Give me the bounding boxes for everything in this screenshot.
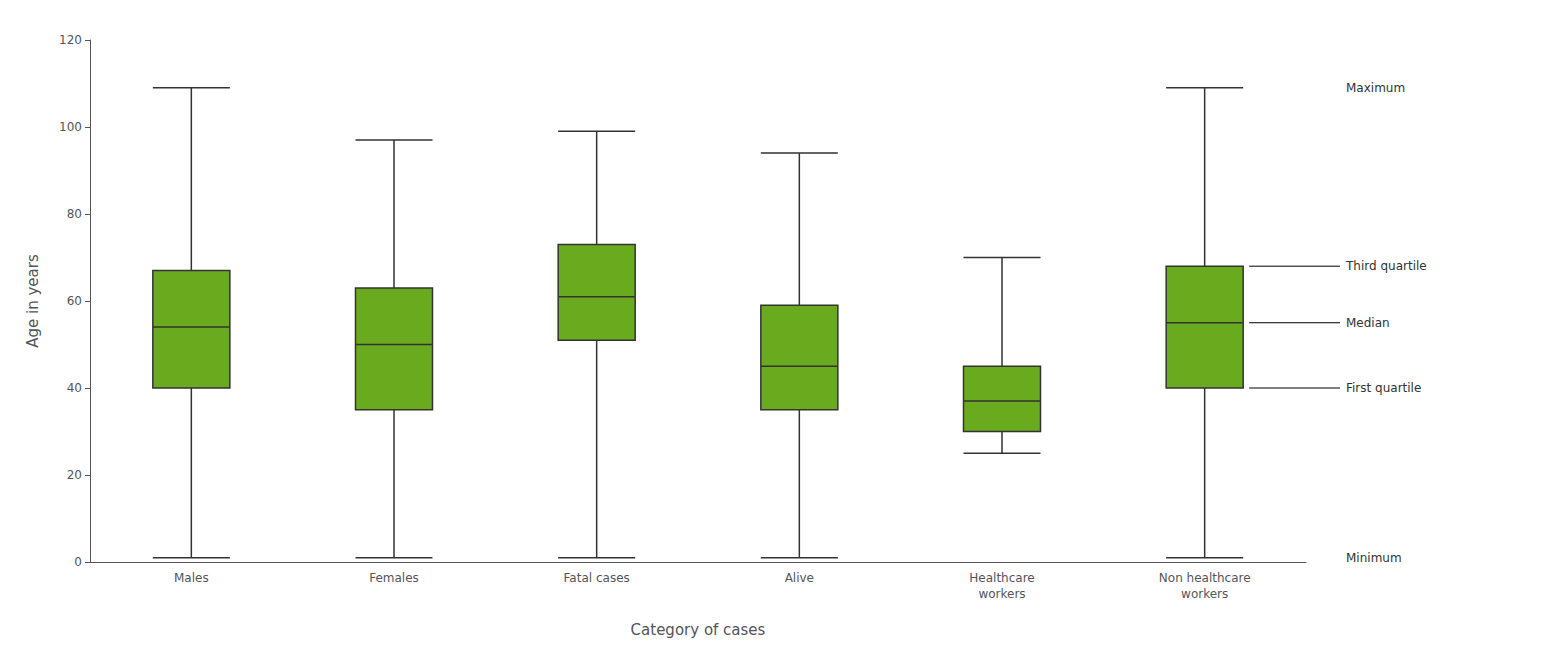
svg-text:120: 120 <box>59 33 82 47</box>
svg-text:workers: workers <box>1181 587 1228 601</box>
svg-text:Age in years: Age in years <box>24 254 42 348</box>
svg-text:Non healthcare: Non healthcare <box>1159 571 1251 585</box>
svg-text:Alive: Alive <box>785 571 814 585</box>
svg-text:Females: Females <box>369 571 419 585</box>
svg-text:Minimum: Minimum <box>1346 551 1402 565</box>
svg-text:Median: Median <box>1346 316 1390 330</box>
svg-text:Males: Males <box>174 571 209 585</box>
svg-text:60: 60 <box>67 294 82 308</box>
svg-text:0: 0 <box>74 555 82 569</box>
svg-text:Fatal cases: Fatal cases <box>564 571 630 585</box>
svg-text:First quartile: First quartile <box>1346 381 1421 395</box>
svg-text:100: 100 <box>59 120 82 134</box>
svg-text:80: 80 <box>67 207 82 221</box>
svg-text:20: 20 <box>67 468 82 482</box>
svg-text:Maximum: Maximum <box>1346 81 1405 95</box>
svg-text:40: 40 <box>67 381 82 395</box>
svg-text:Category of cases: Category of cases <box>631 621 766 639</box>
svg-text:workers: workers <box>978 587 1025 601</box>
svg-text:Third quartile: Third quartile <box>1345 259 1427 273</box>
svg-text:Healthcare: Healthcare <box>969 571 1034 585</box>
